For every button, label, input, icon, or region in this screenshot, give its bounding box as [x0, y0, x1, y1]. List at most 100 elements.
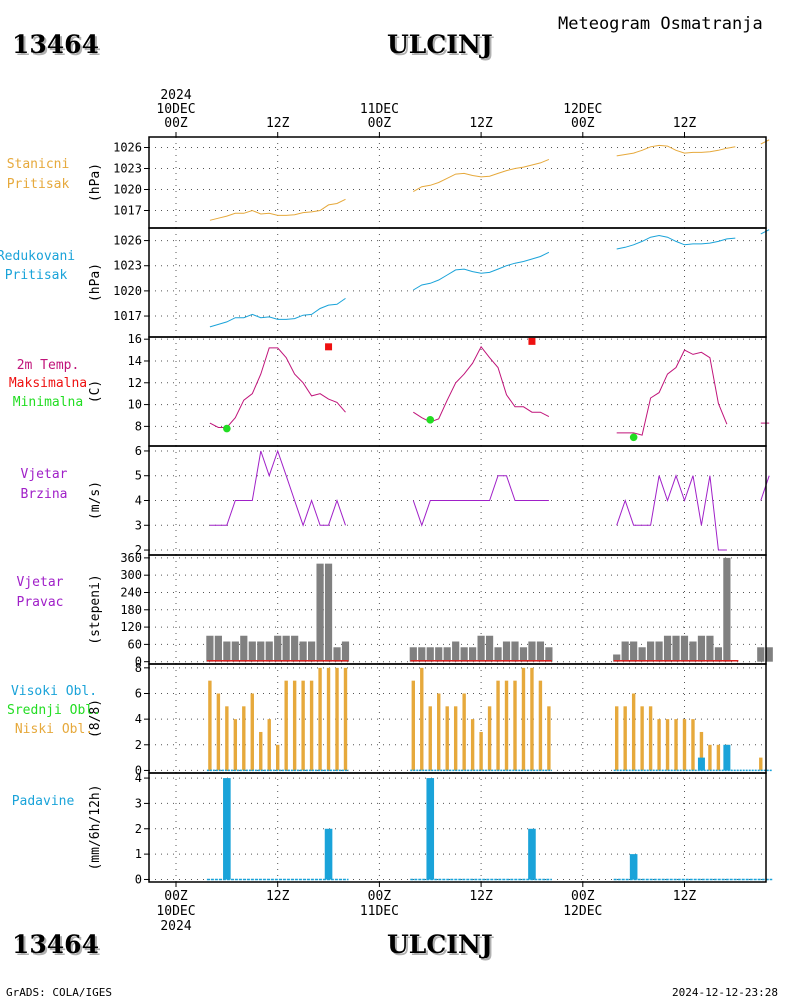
- panel-label: Vjetar: [17, 575, 64, 590]
- y-axis-label: (hPa): [88, 263, 103, 302]
- y-tick-label: 4: [135, 771, 142, 785]
- low-cloud-bar: [487, 706, 492, 771]
- precip-bar: [426, 778, 435, 880]
- series-line: [209, 198, 346, 221]
- low-cloud-bar: [420, 667, 424, 771]
- low-cloud-bar: [284, 680, 288, 771]
- low-cloud-bar: [335, 667, 339, 771]
- precip-bar: [324, 828, 333, 880]
- direction-bar: [316, 563, 324, 662]
- x-tick-label: 10DEC: [156, 904, 195, 919]
- direction-bar: [502, 641, 511, 662]
- x-tick-label: 00Z: [164, 116, 188, 131]
- low-cloud-bar: [657, 719, 661, 771]
- direction-bar: [621, 641, 629, 662]
- x-tick-label: 12DEC: [563, 904, 602, 919]
- x-tick-label: 12Z: [673, 889, 697, 904]
- low-cloud-bar: [437, 693, 441, 771]
- direction-bar: [452, 641, 460, 662]
- y-axis-label: (hPa): [88, 163, 103, 202]
- direction-bar: [647, 641, 655, 662]
- direction-bar: [723, 557, 731, 662]
- y-tick-label: 14: [128, 354, 142, 368]
- y-axis-label: (C): [88, 380, 103, 403]
- low-cloud-bar: [233, 719, 238, 771]
- y-tick-label: 4: [135, 494, 142, 508]
- low-cloud-bar: [640, 706, 644, 771]
- panel-label: Stanicni: [7, 157, 70, 172]
- series-line: [616, 234, 736, 250]
- y-tick-label: 360: [120, 551, 142, 565]
- tmin-marker: [223, 424, 231, 433]
- direction-bar: [324, 563, 333, 662]
- y-tick-label: 2: [135, 738, 142, 752]
- timestamp-text: 2024-12-12-23:28: [672, 986, 778, 999]
- panel-label: Pritisak: [7, 177, 70, 192]
- x-tick-label: 12Z: [469, 116, 493, 131]
- low-cloud-bar: [259, 731, 263, 771]
- direction-bar: [545, 647, 553, 662]
- y-tick-label: 0: [135, 655, 142, 669]
- panel-label: Vjetar: [21, 467, 68, 482]
- y-tick-label: 120: [120, 620, 142, 634]
- low-cloud-bar: [453, 706, 458, 771]
- precip-bar: [223, 778, 231, 880]
- direction-bar: [223, 641, 231, 662]
- direction-bar: [511, 641, 519, 662]
- series-line: [760, 475, 770, 501]
- direction-bar: [655, 641, 663, 662]
- panel-clouds: 0 2 4 6 8 (8/8)Visoki Obl. Srednji Obl. Niski O…: [7, 661, 773, 777]
- y-tick-label: 1026: [113, 141, 142, 155]
- direction-bar: [299, 641, 307, 662]
- low-cloud-bar: [411, 680, 415, 771]
- x-tick-label: 12Z: [266, 889, 290, 904]
- low-cloud-bar: [216, 693, 221, 771]
- direction-bar: [333, 647, 341, 662]
- direction-bar: [663, 635, 672, 662]
- series-line: [209, 449, 346, 527]
- product-title: Meteogram Osmatranja: [558, 14, 763, 34]
- y-tick-label: 1020: [113, 183, 142, 197]
- low-cloud-bar: [343, 667, 348, 771]
- low-cloud-bar: [538, 680, 543, 771]
- panel-label: Pritisak: [5, 268, 68, 283]
- direction-bar: [757, 647, 765, 662]
- precip-bar: [528, 828, 536, 880]
- panel-station_pressure: 1017 1020 1023 1026 (hPa) Stanicni Pritisak: [7, 136, 770, 229]
- tmax-marker: [528, 337, 536, 345]
- station-id-top: 13464: [12, 30, 99, 59]
- direction-bar: [613, 654, 621, 662]
- y-tick-label: 2: [135, 822, 142, 836]
- low-cloud-bar: [276, 744, 280, 771]
- y-tick-label: 3: [135, 518, 142, 532]
- low-cloud-bar: [674, 719, 678, 771]
- panel-frame: [148, 136, 767, 229]
- direction-bar: [418, 647, 426, 662]
- low-cloud-bar: [445, 706, 449, 771]
- tmin-marker: [629, 433, 638, 442]
- series-line: [413, 251, 550, 291]
- low-cloud-bar: [547, 706, 551, 771]
- low-cloud-bar: [623, 706, 627, 771]
- low-cloud-bar: [615, 706, 619, 771]
- y-axis-label: (mm/6h/12h): [88, 784, 103, 870]
- low-cloud-bar: [462, 693, 466, 771]
- x-tick-label: 00Z: [571, 116, 595, 131]
- low-cloud-bar: [326, 667, 331, 771]
- low-cloud-bar: [208, 680, 212, 771]
- low-cloud-bar: [225, 706, 229, 771]
- panel-reduced_pressure: 1017 1020 1023 1026 (hPa) Redukovani Pritisak: [0, 227, 770, 338]
- panel-wind_direction: 0 60 120 180 240 300 360 (stepeni) Vjetar Pravac: [17, 551, 773, 669]
- direction-bar: [257, 641, 265, 662]
- direction-bar: [469, 647, 477, 662]
- tmax-marker: [325, 343, 333, 351]
- x-tick-label: 00Z: [368, 116, 392, 131]
- y-tick-label: 16: [128, 332, 142, 346]
- direction-bar: [460, 647, 468, 662]
- y-tick-label: 12: [128, 376, 142, 390]
- direction-bar: [426, 647, 434, 662]
- y-tick-label: 1026: [113, 234, 142, 248]
- credit-text: GrADS: COLA/IGES: [6, 986, 112, 999]
